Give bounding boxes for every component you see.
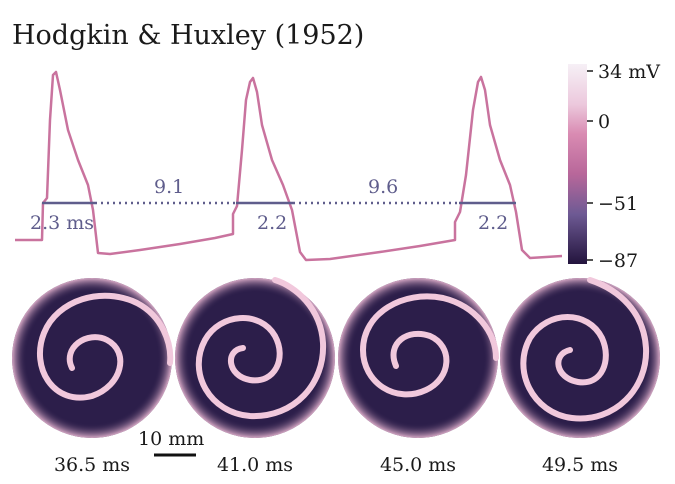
colorbar-tick-label: −87 [598, 250, 638, 272]
colorbar: 34 mV 0 −51 −87 [568, 61, 660, 272]
spiral-panel [175, 277, 335, 438]
spiral-panel [338, 278, 499, 438]
time-label: 45.0 ms [380, 454, 456, 476]
tissue-rim [12, 278, 172, 438]
spiral-wavefront [359, 293, 499, 398]
spiral-wavefront [520, 277, 650, 422]
apd-label: 2.2 [478, 212, 508, 234]
time-label: 36.5 ms [54, 454, 130, 476]
spiral-panel [500, 277, 660, 438]
time-label: 49.5 ms [542, 454, 618, 476]
voltage-trace-line [15, 70, 563, 262]
colorbar-tick-label: −51 [598, 193, 638, 215]
tissue-rim [500, 278, 660, 438]
interval-label: 9.6 [368, 176, 398, 198]
scale-bar-label: 10 mm [138, 428, 204, 450]
spiral-wavefront [195, 277, 327, 420]
colorbar-tick-label: 0 [598, 111, 610, 133]
spiral-panel [12, 278, 174, 438]
spiral-wavefront [37, 292, 174, 401]
apd-label: 2.2 [257, 212, 287, 234]
figure-title: Hodgkin & Huxley (1952) [12, 20, 364, 51]
colorbar-tick-label: 34 mV [598, 61, 660, 83]
colorbar-gradient [568, 64, 587, 264]
apd-label: 2.3 ms [30, 212, 94, 234]
voltage-trace [15, 70, 563, 262]
time-label: 41.0 ms [217, 454, 293, 476]
interval-label: 9.1 [154, 176, 184, 198]
